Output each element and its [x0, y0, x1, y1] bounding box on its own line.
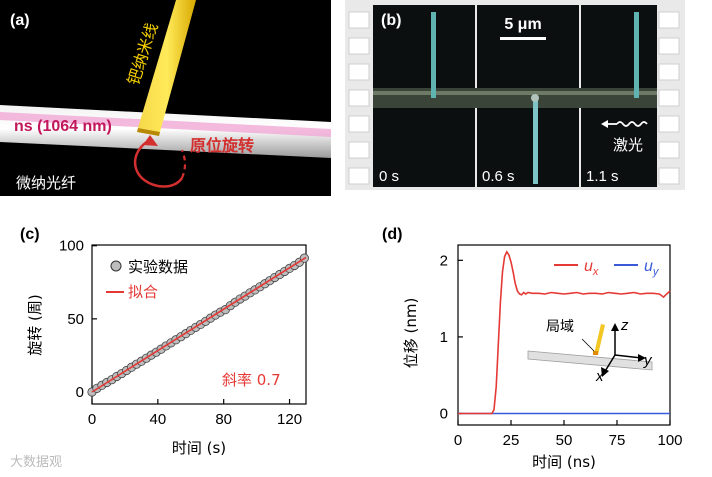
rotation-label: 原位旋转	[190, 136, 254, 155]
panel-d-label: (d)	[382, 226, 402, 243]
nanowire-tip	[137, 128, 160, 136]
slope-annotation: 斜率 0.7	[222, 371, 281, 389]
panel-b-micrographs: 5 μm (b) 0 s 0.6 s 1.1 s 激光	[345, 0, 685, 190]
fiber-label: 微纳光纤	[16, 174, 76, 192]
scale-bar-label: 5 μm	[504, 16, 541, 33]
rotation-chart: (c) 0 40 80 120 0 50 100 实验数据 拟合 斜率 0.7 时间 (s)…	[10, 226, 309, 470]
x-tick-label-d: 75	[609, 432, 626, 449]
axis-ticks-c: 0 40 80 120 0 50 100	[59, 238, 302, 428]
scale-bar	[500, 37, 546, 40]
rotation-arrowhead	[143, 135, 158, 146]
x-tick-label-d: 50	[556, 432, 573, 449]
panel-a-label: (a)	[10, 12, 30, 29]
x-axis-title-d: 时间 (ns)	[532, 453, 596, 471]
micrograph-strip: 5 μm (b) 0 s 0.6 s 1.1 s 激光	[348, 5, 680, 187]
legend-label-fit: 拟合	[128, 283, 158, 301]
fit-line	[91, 256, 307, 393]
plot-frame-c	[91, 244, 307, 405]
wire-frame-2	[533, 100, 538, 184]
schematic-illustration: (a) 钯纳米线 ns (1064 nm) 原位旋转 微纳光纤	[0, 0, 331, 192]
y-tick-label-c: 50	[67, 311, 84, 328]
frame-2-time: 0.6 s	[482, 168, 515, 185]
y-tick-label-d: 2	[440, 252, 448, 269]
x-tick-label-d: 100	[657, 432, 682, 449]
wire-frame-1	[431, 12, 436, 98]
y-tick-label-c: 100	[59, 238, 84, 255]
y-tick-label-d: 1	[440, 329, 448, 346]
laser-wave-icon	[616, 121, 648, 127]
x-tick-label-c: 0	[88, 411, 96, 428]
light-glow	[0, 112, 331, 137]
nanowire	[138, 0, 196, 132]
x-axis-title-c: 时间 (s)	[172, 439, 226, 457]
wire-frame-3	[634, 12, 639, 98]
light-label: ns (1064 nm)	[14, 118, 112, 135]
rotation-arrow	[133, 138, 184, 188]
legend-label-data: 实验数据	[128, 258, 188, 276]
panel-c-chart: (c) 0 40 80 120 0 50 100 实验数据 拟合 斜率 0.7 时间 (s)…	[0, 215, 345, 477]
inset-label: 局域	[546, 319, 574, 335]
panel-a-schematic: (a) 钯纳米线 ns (1064 nm) 原位旋转 微纳光纤	[0, 0, 331, 196]
legend-marker-data	[110, 260, 122, 272]
inset-wire	[594, 324, 605, 355]
plot-frame-d	[457, 244, 671, 426]
inset-axis-x: x	[595, 368, 604, 385]
x-tick-label-d: 25	[503, 432, 520, 449]
panel-b-label: (b)	[381, 12, 401, 29]
y-axis-title-c: 旋转 (周)	[26, 294, 44, 355]
inset-fiber	[527, 350, 653, 371]
frame-1-time: 0 s	[379, 168, 399, 185]
y-axis-title-d: 位移 (nm)	[402, 298, 420, 369]
inset-axis-z: z	[620, 317, 629, 334]
axis-ticks-d: 0 25 50 75 100 0 1 2	[440, 252, 683, 449]
laser-label: 激光	[613, 136, 643, 154]
x-tick-label-c: 80	[215, 411, 232, 428]
legend-label-ux: ux	[584, 258, 599, 278]
watermark: 大数据观	[10, 455, 62, 470]
film-sprockets	[348, 11, 680, 185]
x-tick-label-c: 120	[277, 411, 302, 428]
inset-axis-y: y	[643, 352, 653, 369]
y-tick-label-d: 0	[440, 406, 448, 423]
laser-arrow-icon	[601, 120, 608, 128]
panel-d-chart: (d) 0 25 50 75 100 0 1 2 ux uy 局域 z y x 时间 (n	[352, 215, 712, 477]
frame-3-time: 1.1 s	[586, 168, 619, 185]
series-ux	[458, 250, 671, 415]
inset-diagram: 局域 z y x	[527, 317, 653, 385]
y-tick-label-c: 0	[76, 384, 84, 401]
panel-c-label: (c)	[20, 226, 40, 243]
x-tick-label-d: 0	[454, 432, 462, 449]
x-tick-label-c: 40	[150, 411, 167, 428]
legend-label-uy: uy	[644, 258, 660, 278]
